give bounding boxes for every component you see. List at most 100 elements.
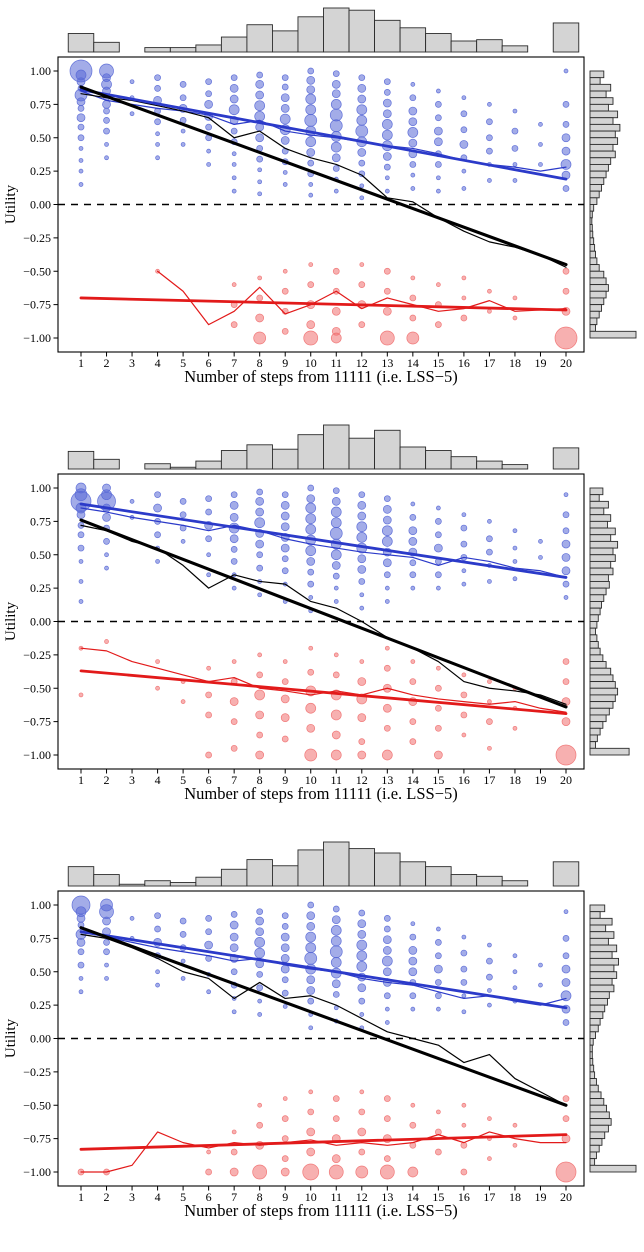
blue-data-point [205,914,212,922]
red-data-point [409,1121,417,1129]
right-hist-bar [589,1031,596,1039]
red-data-point [230,744,238,752]
red-data-point [256,731,264,739]
blue-data-point [512,985,518,991]
top-hist-bar [323,841,350,887]
right-hist-bar [589,224,593,232]
y-tick-label: −0.25 [23,1065,51,1079]
right-hist-bar [589,110,619,119]
right-hist-bar [589,197,598,205]
top-hist-bar [374,429,401,470]
blue-data-point [382,505,392,514]
x-tick-label: 19 [534,1190,546,1204]
red-data-point [332,267,340,275]
red-data-point [281,1115,289,1122]
x-axis: 1 2 3 4 5 6 7 8 9 10 11 12 13 14 15 16 17 18 19 20 [78,769,572,787]
top-hist-bar [374,19,401,53]
top-hist-bar [246,444,273,470]
right-hist-bar [589,83,612,92]
right-hist-bar [589,177,605,185]
red-data-point [254,689,266,701]
blue-data-point [356,532,368,543]
top-hist-bar [195,876,222,887]
red-data-point [281,287,289,295]
blue-data-point [331,79,341,89]
right-hist-bar [589,103,609,112]
red-data-point [155,685,160,691]
blue-data-point [357,148,367,157]
blue-data-point [281,912,289,920]
right-hist-bar [589,641,599,649]
red-data-point [330,332,342,344]
blue-data-point [561,964,571,974]
x-tick-label: 15 [432,1190,444,1204]
red-data-point [280,1167,290,1177]
y-tick-label: −0.75 [23,1132,51,1146]
blue-data-point [358,491,366,499]
blue-data-point [76,113,86,123]
panel-2-chart: 1 2 3 4 5 6 7 8 9 10 11 12 13 14 15 16 17 18 19 201.000.750… [3,424,630,803]
x-tick-label: 6 [206,356,212,370]
blue-data-point [307,67,315,75]
red-data-point [104,639,109,644]
x-tick-label: 12 [356,356,368,370]
blue-data-point [304,114,318,127]
right-hist-bar [589,707,610,716]
right-hist-bar [589,157,612,165]
red-data-point [436,665,441,671]
x-tick-label: 12 [356,773,368,787]
right-hist-bar [589,971,618,979]
right-hist-bar [589,1051,593,1059]
blue-data-point [358,909,366,917]
blue-data-point [77,948,85,956]
x-tick-label: 7 [231,773,237,787]
blue-data-point [408,117,418,127]
right-hist-bar [589,977,613,986]
x-tick-label: 19 [534,773,546,787]
top-hist-bar [169,882,197,887]
blue-data-point [512,162,518,167]
blue-data-point [383,495,391,503]
red-data-point [555,744,577,766]
blue-data-point [359,183,365,189]
red-data-point [562,1095,570,1102]
blue-data-point [78,559,84,564]
blue-data-point [329,108,343,122]
blue-data-point [459,140,469,149]
blue-data-point [155,982,160,988]
blue-data-point [155,969,160,975]
red-data-point [562,267,570,275]
red-data-point [257,652,263,658]
blue-data-point [280,943,290,953]
blue-data-point [77,123,85,131]
y-tick-label: 0.00 [30,615,51,629]
red-data-point [230,321,238,328]
x-tick-label: 13 [381,1190,393,1204]
right-hist-bar [589,1111,610,1120]
blue-data-point [460,524,468,532]
blue-data-point [154,74,161,82]
right-hist-bar [589,190,600,199]
right-hist-bar [589,330,637,339]
y-tick-label: 0.25 [30,164,51,178]
blue-data-point [461,186,467,191]
blue-data-point [230,968,238,976]
blue-data-point [330,549,342,561]
blue-data-point [102,513,111,522]
blue-data-point [382,946,392,955]
top-hist-bar [450,40,478,53]
right-hist-bar [589,97,614,105]
right-hist-bar [589,607,601,616]
red-data-point [487,699,492,704]
red-data-point [562,287,570,295]
blue-data-point [255,539,265,549]
x-tick-label: 3 [129,773,135,787]
blue-data-point [306,975,316,985]
x-tick-label: 14 [407,356,419,370]
right-hist-bar [589,911,601,919]
x-tick-label: 9 [282,1190,288,1204]
y-tick-label: −0.50 [23,1098,51,1112]
blue-data-point [435,518,442,525]
red-data-point [382,703,392,713]
blue-data-point [331,496,341,506]
